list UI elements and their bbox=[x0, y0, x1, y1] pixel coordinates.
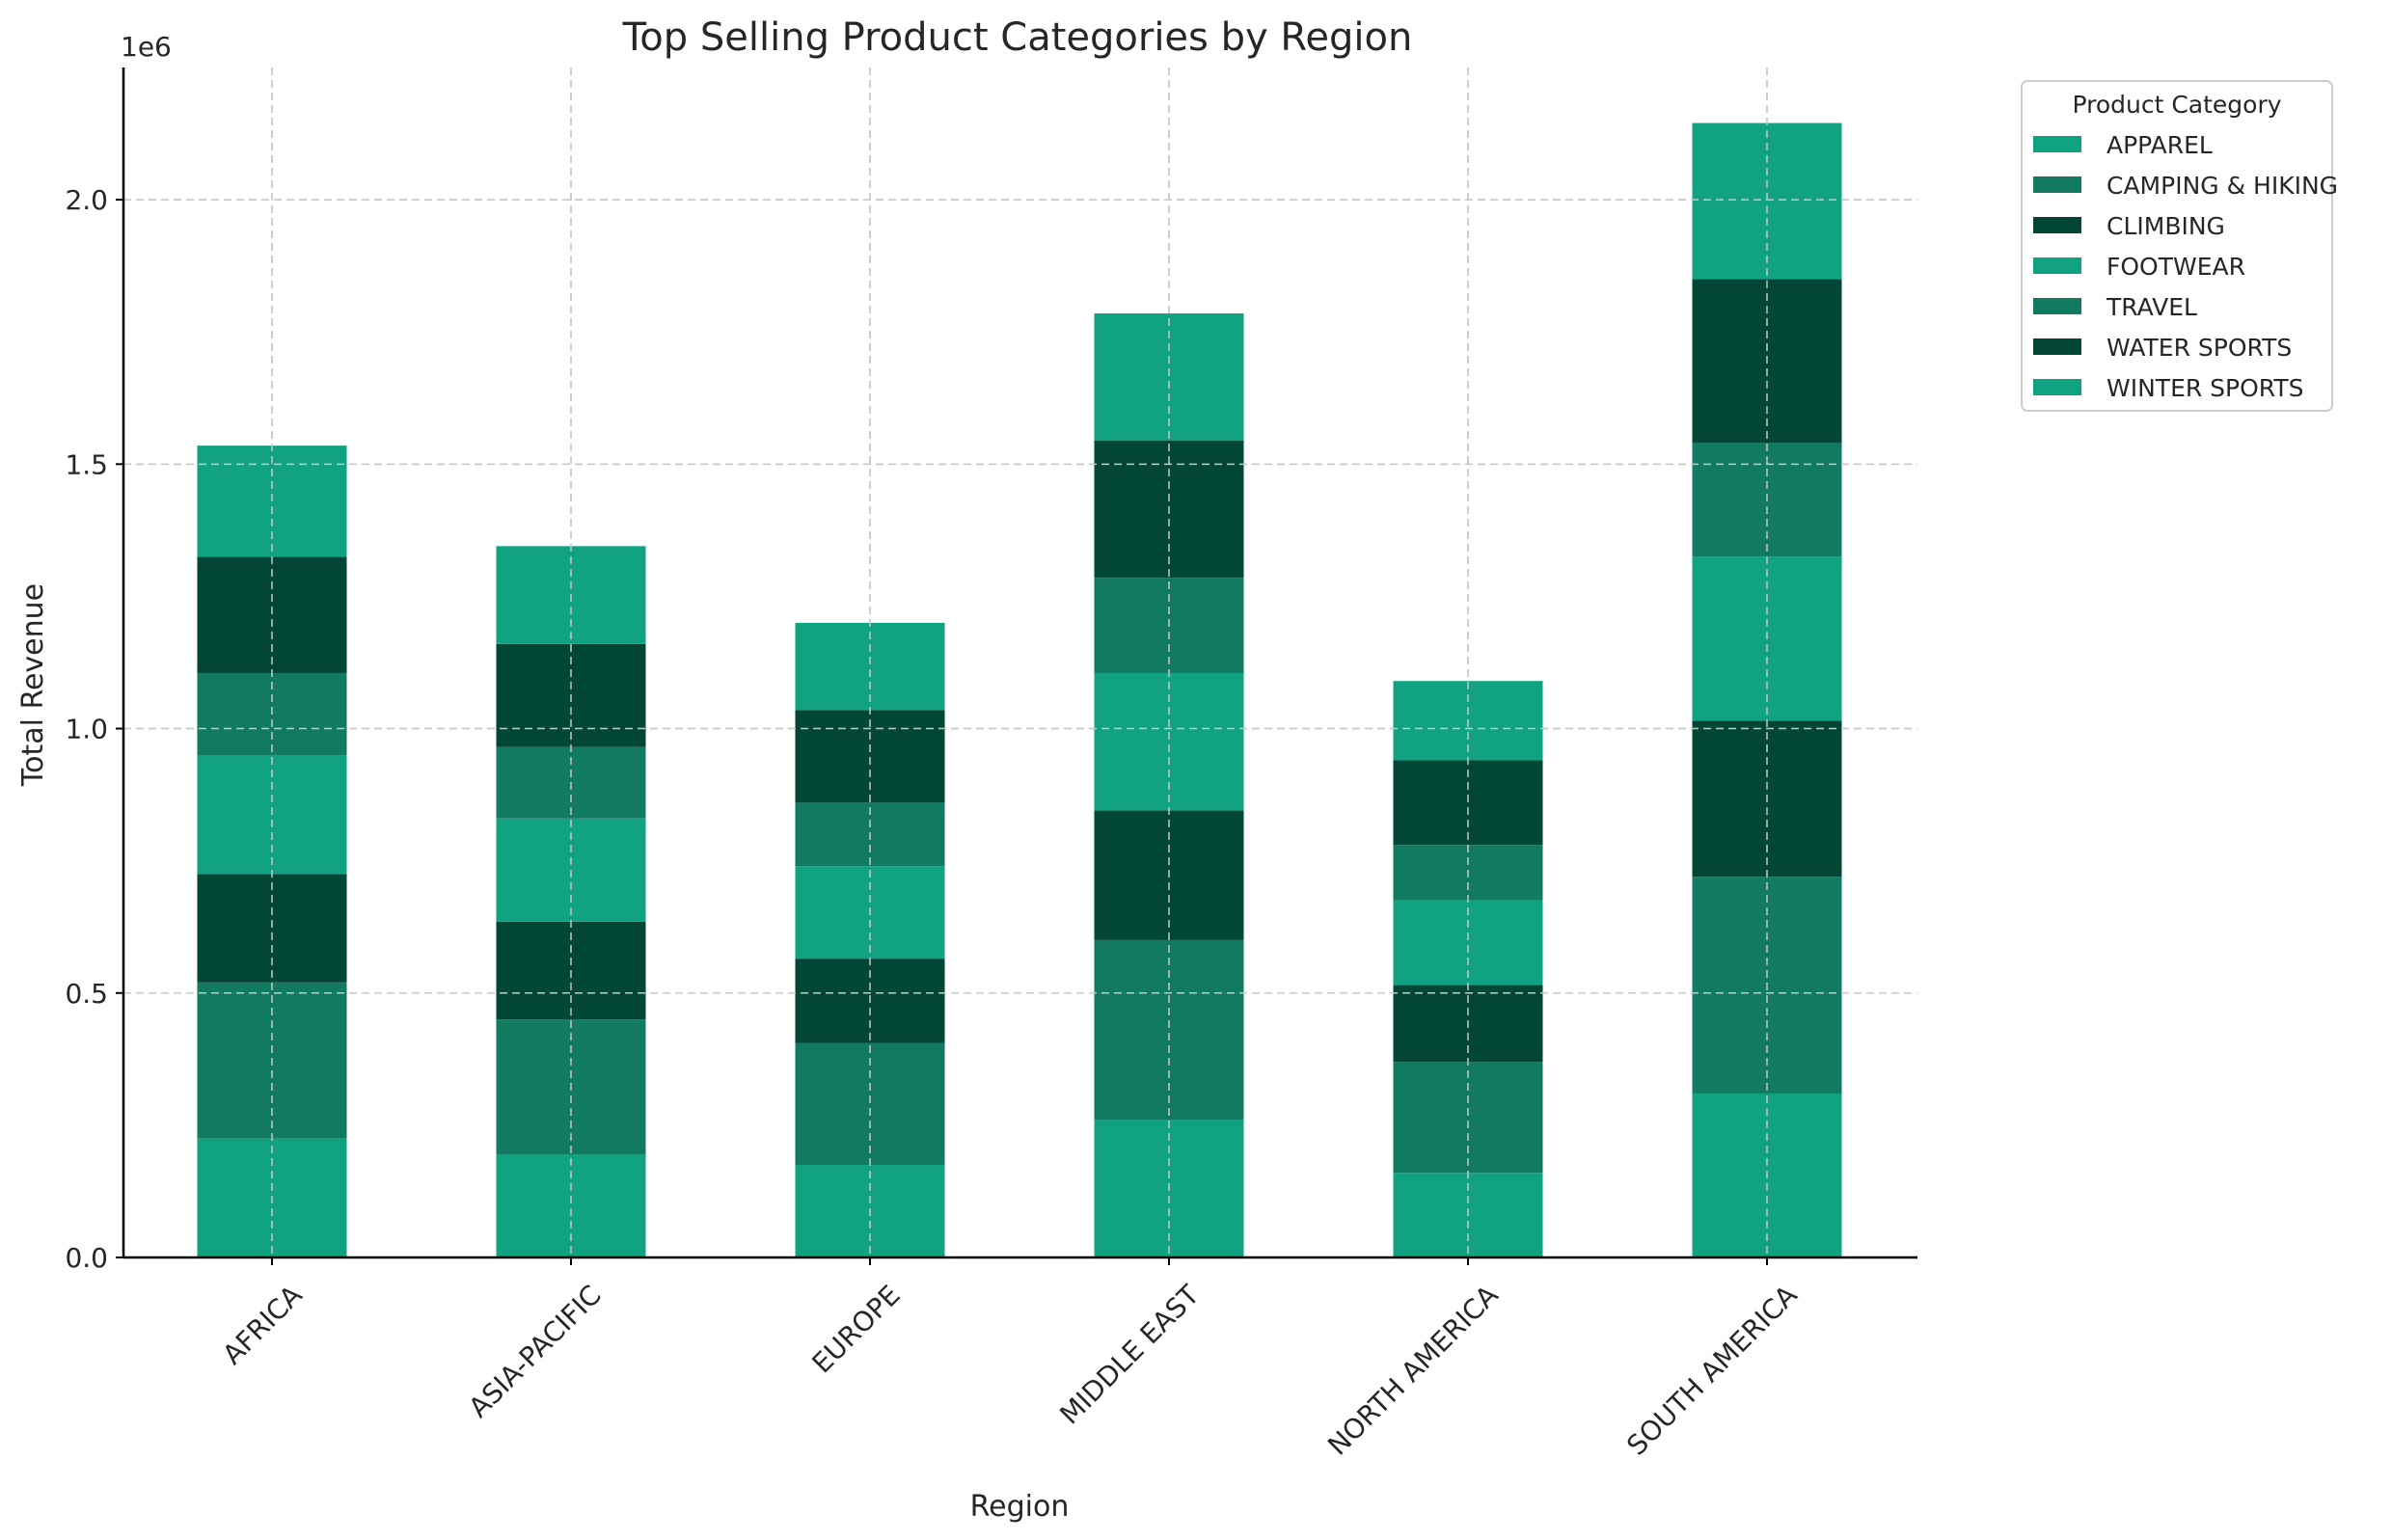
y-tick-label: 1.0 bbox=[65, 714, 108, 745]
legend-label: CLIMBING bbox=[2107, 212, 2225, 240]
y-tick-label: 0.0 bbox=[65, 1242, 108, 1274]
legend-swatch bbox=[2033, 257, 2081, 274]
grid-overlay bbox=[123, 68, 1917, 1257]
x-tick-label: AFRICA bbox=[216, 1279, 308, 1370]
bars bbox=[123, 68, 1917, 1257]
x-axis-label: Region bbox=[970, 1490, 1070, 1524]
bar-segment-climbing-africa bbox=[197, 874, 347, 983]
y-tick-label: 0.5 bbox=[65, 978, 108, 1010]
legend-label: TRAVEL bbox=[2106, 293, 2197, 321]
legend-swatch bbox=[2033, 338, 2081, 355]
legend-title: Product Category bbox=[2072, 91, 2281, 119]
bar-segment-footwear-middle-east bbox=[1094, 672, 1244, 811]
legend-swatch bbox=[2033, 176, 2081, 193]
bar-segment-camping-hiking-middle-east bbox=[1094, 939, 1244, 1121]
legend-label: WINTER SPORTS bbox=[2107, 374, 2304, 402]
x-tick-label: SOUTH AMERICA bbox=[1620, 1279, 1803, 1461]
x-tick-label: ASIA-PACIFIC bbox=[463, 1279, 608, 1423]
axes bbox=[122, 68, 1917, 1259]
legend-label: APPAREL bbox=[2107, 131, 2213, 159]
x-tick-label: MIDDLE EAST bbox=[1053, 1279, 1206, 1431]
legend-box bbox=[2021, 80, 2333, 412]
legend-swatch bbox=[2033, 217, 2081, 233]
y-tick-label: 1.5 bbox=[65, 448, 108, 480]
legend-label: FOOTWEAR bbox=[2107, 253, 2245, 281]
x-tick-label: EUROPE bbox=[806, 1279, 907, 1379]
legend-swatch bbox=[2033, 298, 2081, 314]
y-tick-labels: 0.0 0.5 1.0 1.5 2.0 bbox=[65, 184, 123, 1274]
x-tick-labels: AFRICA ASIA-PACIFIC EUROPE MIDDLE EAST NORTH… bbox=[216, 1257, 1804, 1462]
y-axis-multiplier: 1e6 bbox=[121, 31, 172, 63]
legend-items: APPAREL CAMPING & HIKING CLIMBING FOOTWEAR T… bbox=[2033, 131, 2338, 402]
grid-lines bbox=[123, 68, 1917, 1257]
legend-swatch bbox=[2033, 379, 2081, 395]
legend-label: WATER SPORTS bbox=[2107, 334, 2292, 362]
y-axis-label: Total Revenue bbox=[16, 583, 50, 787]
x-tick-label: NORTH AMERICA bbox=[1321, 1279, 1504, 1461]
legend-swatch bbox=[2033, 136, 2081, 152]
bar-segment-camping-hiking-north-america bbox=[1393, 1062, 1543, 1174]
bar-segment-apparel-asia-pacific bbox=[496, 1154, 646, 1257]
y-tick-label: 2.0 bbox=[65, 184, 108, 216]
legend: Product Category APPAREL CAMPING & HIKING… bbox=[2021, 80, 2338, 412]
legend-label: CAMPING & HIKING bbox=[2107, 172, 2338, 200]
chart-title: Top Selling Product Categories by Region bbox=[622, 15, 1413, 60]
